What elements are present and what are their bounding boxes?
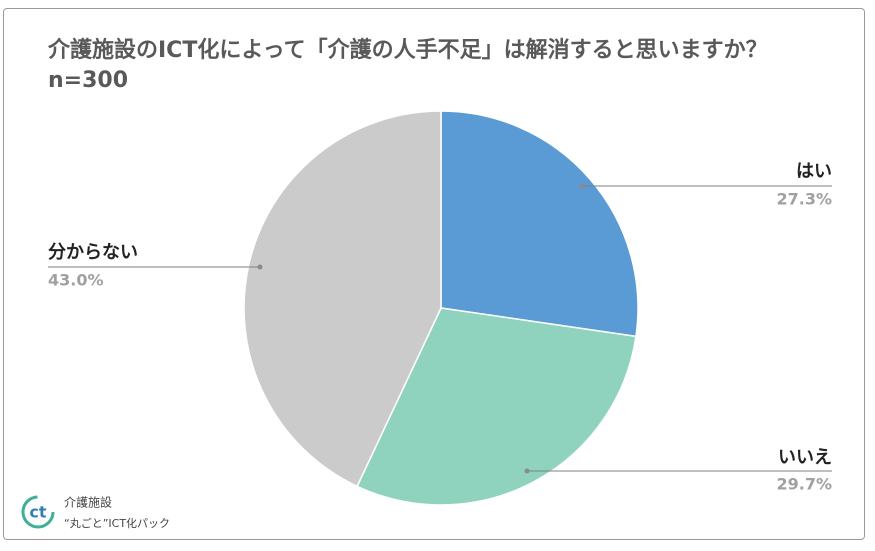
logo-icon: ct <box>21 495 55 529</box>
leader-dot <box>524 468 530 474</box>
slice-label: いいえ <box>778 447 832 468</box>
pie-slice <box>243 110 442 488</box>
chart-frame <box>3 8 865 540</box>
leader-dot <box>579 183 585 189</box>
svg-text:ct: ct <box>29 503 46 522</box>
leader-dot <box>257 264 263 270</box>
pie-slice <box>440 110 639 338</box>
value-label: 27.3% <box>776 190 832 209</box>
chart-title: 介護施設のICT化によって「介護の人手不足」は解消すると思いますか？ n=300 <box>48 38 768 93</box>
logo-text: “丸ごと”ICT化パック <box>64 516 170 530</box>
value-label: 43.0% <box>48 271 104 290</box>
pie-slice <box>356 307 637 506</box>
slice-label: はい <box>796 161 832 182</box>
slice-label: 分からない <box>48 242 138 263</box>
logo-text: 介護施設 <box>64 495 112 510</box>
value-label: 29.7% <box>776 475 832 494</box>
